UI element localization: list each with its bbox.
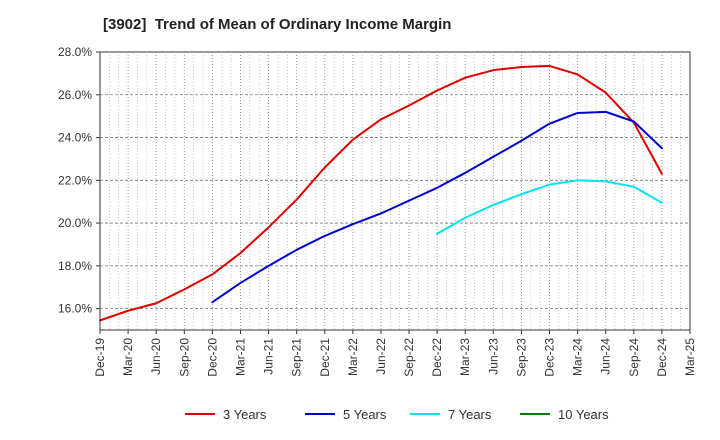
x-tick-label: Jun-22 — [374, 338, 388, 375]
x-tick-label: Dec-19 — [93, 338, 107, 377]
legend-label: 7 Years — [448, 407, 492, 422]
x-tick-label: Sep-22 — [402, 338, 416, 377]
x-tick-label: Sep-24 — [627, 338, 641, 377]
x-tick-label: Mar-21 — [233, 338, 247, 376]
legend-label: 10 Years — [558, 407, 609, 422]
x-tick-label: Sep-20 — [177, 338, 191, 377]
legend-label: 3 Years — [223, 407, 267, 422]
x-tick-label: Jun-21 — [262, 338, 276, 375]
series-line-7-years — [436, 179, 663, 235]
y-tick-label: 24.0% — [58, 131, 92, 145]
y-tick-label: 18.0% — [58, 259, 92, 273]
legend-item-5-years: 5 Years — [305, 407, 387, 422]
x-tick-label: Jun-20 — [149, 338, 163, 375]
x-tick-label: Dec-24 — [655, 338, 669, 377]
series-line-5-years — [211, 110, 663, 304]
plot-area — [99, 51, 691, 331]
x-tick-label: Dec-23 — [543, 338, 557, 377]
legend-item-7-years: 7 Years — [410, 407, 492, 422]
legend-item-10-years: 10 Years — [520, 407, 609, 422]
x-tick-label: Dec-20 — [205, 338, 219, 377]
x-tick-label: Jun-24 — [599, 338, 613, 375]
y-tick-label: 22.0% — [58, 173, 92, 187]
x-tick-label: Sep-23 — [514, 338, 528, 377]
y-tick-label: 20.0% — [58, 216, 92, 230]
series-line-3-years — [99, 64, 663, 322]
y-tick-label: 26.0% — [58, 88, 92, 102]
x-tick-label: Sep-21 — [290, 338, 304, 377]
x-tick-label: Mar-24 — [571, 338, 585, 376]
x-tick-label: Mar-20 — [121, 338, 135, 376]
chart-title: [3902] Trend of Mean of Ordinary Income … — [103, 16, 452, 33]
legend-item-3-years: 3 Years — [185, 407, 267, 422]
x-tick-label: Mar-23 — [458, 338, 472, 376]
x-tick-label: Mar-25 — [683, 338, 697, 376]
x-tick-label: Jun-23 — [486, 338, 500, 375]
y-tick-label: 16.0% — [58, 302, 92, 316]
x-tick-label: Dec-22 — [430, 338, 444, 377]
x-tick-label: Mar-22 — [346, 338, 360, 376]
y-tick-label: 28.0% — [58, 45, 92, 59]
legend-label: 5 Years — [343, 407, 387, 422]
x-tick-label: Dec-21 — [318, 338, 332, 377]
